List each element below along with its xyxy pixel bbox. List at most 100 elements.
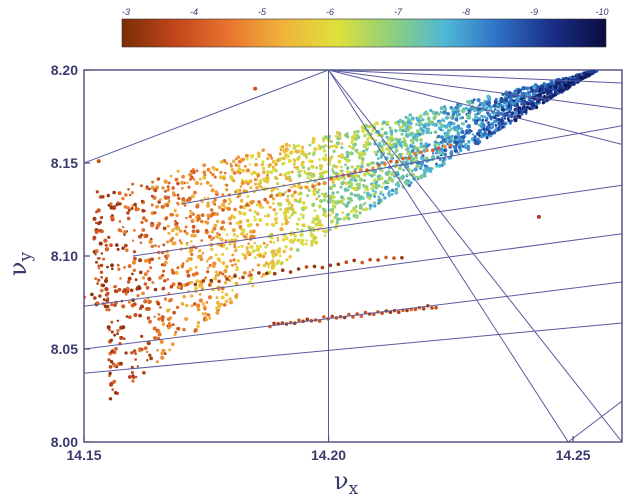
scatter-point: [253, 215, 256, 218]
scatter-point: [190, 233, 194, 238]
scatter-point: [350, 151, 354, 155]
scatter-point: [269, 261, 273, 265]
scatter-point: [105, 308, 109, 312]
scatter-point: [147, 307, 151, 311]
scatter-point: [504, 104, 508, 108]
scatter-point: [185, 269, 190, 274]
scatter-point: [477, 123, 481, 127]
scatter-point: [190, 219, 195, 223]
scatter-point: [121, 196, 125, 201]
scatter-point: [184, 225, 188, 229]
scatter-point: [178, 239, 182, 242]
scatter-point: [222, 198, 227, 204]
scatter-point: [342, 202, 346, 206]
scatter-point: [401, 156, 405, 161]
scatter-point: [429, 108, 433, 113]
scatter-point: [270, 265, 274, 268]
scatter-point: [269, 194, 273, 198]
scatter-point: [176, 193, 180, 197]
scatter-point: [161, 286, 166, 291]
scatter-point: [236, 259, 241, 263]
scatter-point: [185, 303, 189, 308]
scatter-point: [414, 137, 419, 142]
scatter-point: [163, 260, 168, 265]
scatter-point: [171, 270, 176, 275]
scatter-point: [547, 83, 551, 86]
scatter-point: [117, 267, 121, 271]
scatter-point: [272, 197, 275, 201]
scatter-point: [141, 276, 146, 280]
scatter-point: [573, 76, 576, 80]
scatter-point: [168, 348, 172, 352]
scatter-point: [205, 318, 208, 322]
scatter-point: [510, 111, 515, 116]
scatter-point: [116, 329, 120, 333]
scatter-point: [279, 148, 283, 152]
scatter-point: [486, 111, 490, 115]
scatter-point: [356, 129, 360, 134]
scatter-point: [284, 190, 288, 194]
scatter-point: [156, 177, 161, 181]
scatter-point: [425, 168, 430, 173]
scatter-point: [371, 183, 376, 188]
scatter-point: [141, 291, 145, 296]
scatter-point: [100, 252, 104, 255]
scatter-point: [320, 265, 325, 270]
scatter-point: [253, 241, 256, 245]
scatter-point: [485, 106, 489, 110]
scatter-point: [296, 157, 300, 161]
scatter-point: [251, 229, 256, 234]
scatter-point: [199, 257, 204, 262]
scatter-point: [366, 163, 371, 167]
scatter-point: [164, 216, 169, 220]
scatter-point: [394, 137, 399, 141]
scatter-point: [210, 238, 214, 241]
scatter-point: [466, 113, 470, 117]
scatter-point: [146, 350, 149, 354]
scatter-point: [293, 159, 297, 163]
scatter-point: [322, 140, 325, 143]
scatter-point: [187, 185, 191, 189]
scatter-point: [309, 233, 315, 238]
scatter-point: [431, 111, 436, 115]
scatter-point: [354, 167, 357, 171]
scatter-point: [290, 193, 295, 198]
scatter-point: [462, 107, 465, 111]
scatter-point: [311, 220, 315, 224]
scatter-point: [406, 151, 410, 156]
scatter-point: [377, 177, 381, 181]
scatter-point: [263, 251, 267, 256]
scatter-point: [174, 219, 177, 223]
scatter-point: [162, 243, 166, 247]
scatter-point: [174, 330, 178, 334]
scatter-point: [107, 235, 111, 239]
scatter-point: [376, 149, 380, 153]
scatter-point: [421, 118, 424, 121]
scatter-point: [219, 243, 224, 248]
scatter-point: [283, 172, 288, 176]
scatter-point: [223, 269, 228, 274]
scatter-point: [334, 134, 338, 138]
scatter-point: [288, 178, 293, 183]
scatter-point: [360, 125, 365, 130]
scatter-point: [363, 133, 367, 138]
scatter-point: [108, 328, 111, 332]
scatter-point: [126, 216, 131, 221]
scatter-point: [302, 152, 307, 157]
scatter-point: [390, 153, 395, 157]
scatter-point: [507, 102, 511, 106]
scatter-point: [276, 236, 280, 240]
scatter-point: [221, 252, 224, 256]
scatter-point: [437, 142, 441, 147]
scatter-point: [176, 266, 180, 270]
scatter-point: [586, 73, 591, 78]
scatter-point: [151, 281, 155, 285]
scatter-point: [229, 300, 234, 305]
scatter-point: [272, 208, 276, 212]
scatter-point: [312, 153, 316, 157]
scatter-point: [166, 185, 170, 189]
scatter-point: [329, 219, 335, 224]
scatter-point: [487, 95, 491, 99]
colorbar-tick-label: -6: [326, 7, 334, 17]
scatter-point: [185, 231, 189, 236]
